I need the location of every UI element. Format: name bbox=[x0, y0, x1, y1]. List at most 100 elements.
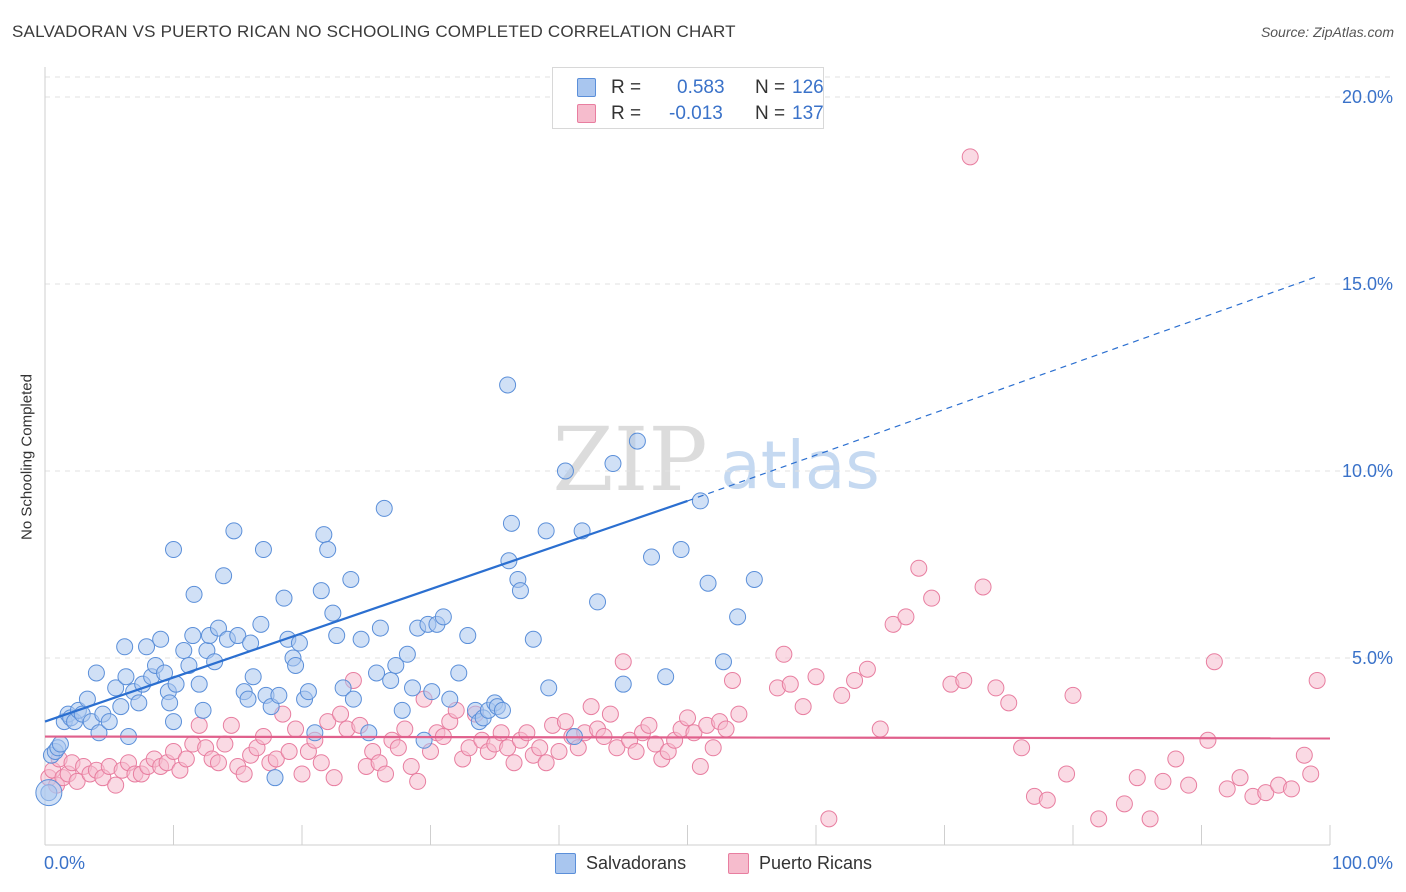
salvadoran-point bbox=[729, 608, 747, 626]
puerto-rican-point bbox=[846, 671, 864, 689]
x-tick-label: 100.0% bbox=[1332, 853, 1393, 873]
salvadoran-point bbox=[116, 638, 134, 656]
puerto-rican-point bbox=[216, 735, 234, 753]
salvadoran-point bbox=[714, 653, 732, 671]
salvadorans-trend-extension bbox=[687, 275, 1318, 502]
salvadoran-point bbox=[672, 541, 690, 559]
salvadoran-point bbox=[117, 668, 135, 686]
puerto-rican-point bbox=[1141, 810, 1159, 828]
puerto-rican-point bbox=[492, 724, 510, 742]
puerto-rican-point bbox=[601, 705, 619, 723]
trend-lines bbox=[44, 275, 1331, 740]
salvadoran-point bbox=[368, 664, 386, 682]
salvadoran-point bbox=[352, 630, 370, 648]
y-tick-label: 5.0% bbox=[1352, 648, 1393, 668]
puerto-rican-point bbox=[987, 679, 1005, 697]
salvadorans-points bbox=[35, 376, 763, 807]
salvadoran-point bbox=[371, 619, 389, 637]
y-tick-label: 10.0% bbox=[1342, 461, 1393, 481]
puerto-rican-point bbox=[910, 559, 928, 577]
puerto-rican-point bbox=[1282, 780, 1300, 798]
puerto-rican-point bbox=[1064, 686, 1082, 704]
puerto-rican-point bbox=[730, 705, 748, 723]
puerto-rican-point bbox=[505, 754, 523, 772]
puerto-rican-point bbox=[955, 671, 973, 689]
puerto-rican-point bbox=[1090, 810, 1108, 828]
puerto-rican-point bbox=[1218, 780, 1236, 798]
salvadoran-point bbox=[299, 683, 317, 701]
salvadoran-point bbox=[209, 619, 227, 637]
puerto-rican-point bbox=[1231, 769, 1249, 787]
salvadoran-point bbox=[614, 675, 632, 693]
puerto-rican-point bbox=[1115, 795, 1133, 813]
salvadoran-point bbox=[459, 627, 477, 645]
puerto-rican-point bbox=[177, 750, 195, 768]
blue-swatch bbox=[577, 78, 596, 97]
puerto-rican-point bbox=[1013, 739, 1031, 757]
salvadoran-point bbox=[589, 593, 607, 611]
puerto-rican-point bbox=[1128, 769, 1146, 787]
puerto-rican-point bbox=[107, 776, 125, 794]
puerto-rican-point bbox=[614, 653, 632, 671]
r-value: -0.013 bbox=[669, 103, 723, 124]
salvadoran-point bbox=[252, 615, 270, 633]
salvadoran-point bbox=[387, 656, 405, 674]
salvadoran-point bbox=[194, 701, 212, 719]
puerto-rican-point bbox=[531, 739, 549, 757]
salvadoran-point bbox=[628, 432, 646, 450]
puerto-rican-point bbox=[389, 739, 407, 757]
salvadoran-point bbox=[604, 455, 622, 473]
puerto-rican-point bbox=[287, 720, 305, 738]
salvadoran-point bbox=[315, 526, 333, 544]
puerto-rican-point bbox=[1257, 784, 1275, 802]
puerto-ricans-trend-line bbox=[44, 735, 1331, 740]
puerto-rican-point bbox=[923, 589, 941, 607]
salvadoran-point bbox=[185, 585, 203, 603]
salvadoran-point bbox=[499, 376, 517, 394]
puerto-rican-point bbox=[165, 743, 182, 760]
puerto-rican-point bbox=[190, 716, 208, 734]
puerto-rican-point bbox=[235, 765, 253, 783]
salvadoran-point bbox=[493, 701, 511, 719]
puerto-rican-point bbox=[897, 608, 915, 626]
n-value: 137 bbox=[792, 103, 824, 124]
x-tick-label: 0.0% bbox=[44, 853, 85, 873]
puerto-rican-point bbox=[1058, 765, 1076, 783]
puerto-rican-point bbox=[396, 720, 414, 738]
salvadoran-point bbox=[266, 769, 284, 787]
salvadoran-point bbox=[745, 570, 763, 588]
salvadoran-point bbox=[404, 679, 422, 697]
puerto-rican-point bbox=[717, 720, 735, 738]
puerto-rican-point bbox=[679, 709, 696, 727]
puerto-rican-point bbox=[704, 739, 722, 757]
salvadoran-point bbox=[524, 630, 542, 648]
puerto-rican-point bbox=[556, 713, 574, 731]
salvadoran-point bbox=[312, 582, 330, 600]
puerto-rican-point bbox=[332, 705, 350, 723]
puerto-rican-point bbox=[518, 724, 536, 742]
salvadoran-point bbox=[184, 627, 202, 645]
puerto-rican-point bbox=[691, 757, 709, 775]
watermark-zip: ZIP bbox=[552, 408, 707, 511]
puerto-rican-point bbox=[775, 645, 793, 663]
puerto-rican-point bbox=[961, 148, 979, 166]
salvadoran-point bbox=[165, 541, 182, 559]
salvadoran-point bbox=[87, 664, 105, 682]
salvadoran-point bbox=[334, 679, 352, 697]
salvadoran-point bbox=[215, 567, 233, 585]
salvadoran-point bbox=[423, 683, 441, 701]
puerto-rican-point bbox=[833, 686, 851, 704]
puerto-rican-point bbox=[409, 772, 427, 790]
salvadoran-point bbox=[35, 779, 63, 807]
puerto-rican-point bbox=[646, 735, 664, 753]
legend-swatch-blue bbox=[555, 853, 576, 874]
puerto-rican-point bbox=[1205, 653, 1223, 671]
salvadoran-point bbox=[229, 627, 247, 645]
r-label: R = bbox=[611, 103, 642, 124]
puerto-rican-point bbox=[402, 757, 420, 775]
salvadoran-point bbox=[393, 701, 411, 719]
salvadoran-point bbox=[344, 690, 362, 708]
salvadoran-point bbox=[511, 582, 529, 600]
salvadoran-point bbox=[275, 589, 293, 607]
